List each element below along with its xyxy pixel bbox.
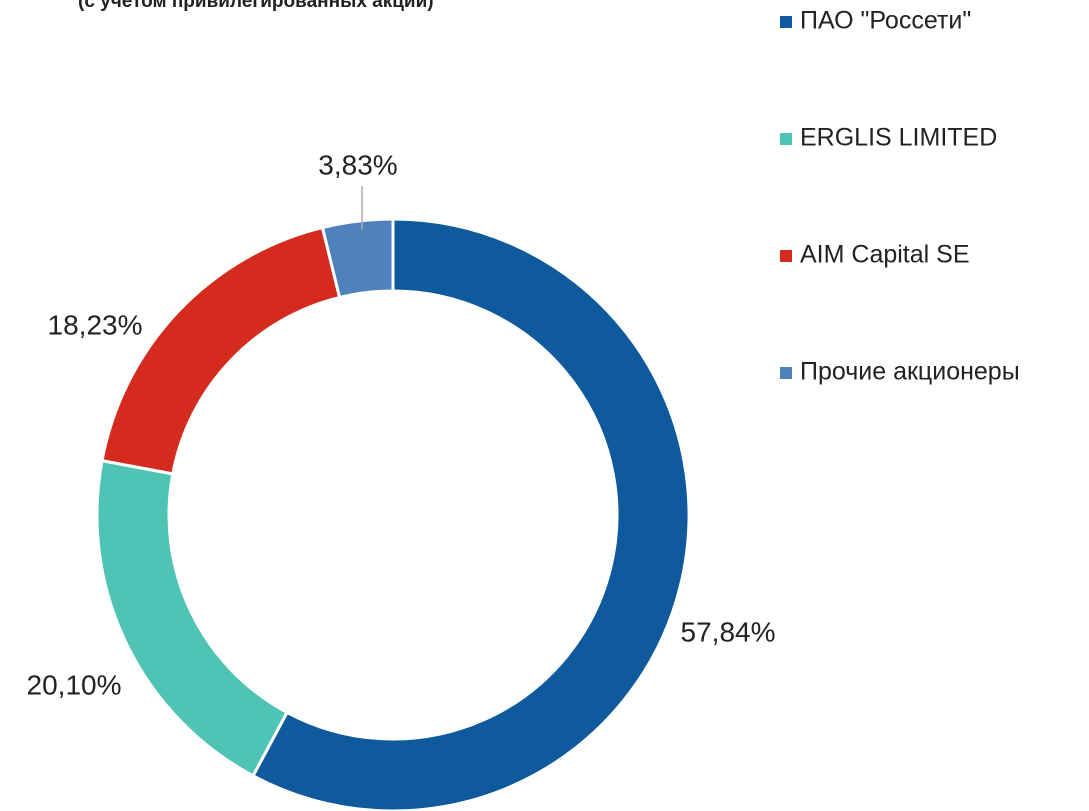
donut-slice [320, 217, 395, 300]
data-label: 3,83% [318, 149, 397, 180]
legend-swatch [780, 16, 792, 28]
donut-slice [95, 458, 290, 778]
donut-slice [100, 225, 342, 476]
legend-label: AIM Capital SE [800, 241, 970, 269]
legend-swatch [780, 367, 792, 379]
data-label: 20,10% [27, 669, 122, 700]
legend-label: ПАО "Россети" [800, 7, 971, 35]
data-label: 57,84% [681, 616, 776, 647]
chart-subtitle: (с учетом привилегированных акций) [78, 0, 434, 12]
donut-slice [250, 217, 691, 811]
legend-swatch [780, 133, 792, 145]
legend-label: Прочие акционеры [800, 358, 1020, 386]
legend-swatch [780, 250, 792, 262]
legend-label: ERGLIS LIMITED [800, 124, 997, 152]
data-label: 18,23% [48, 309, 143, 340]
